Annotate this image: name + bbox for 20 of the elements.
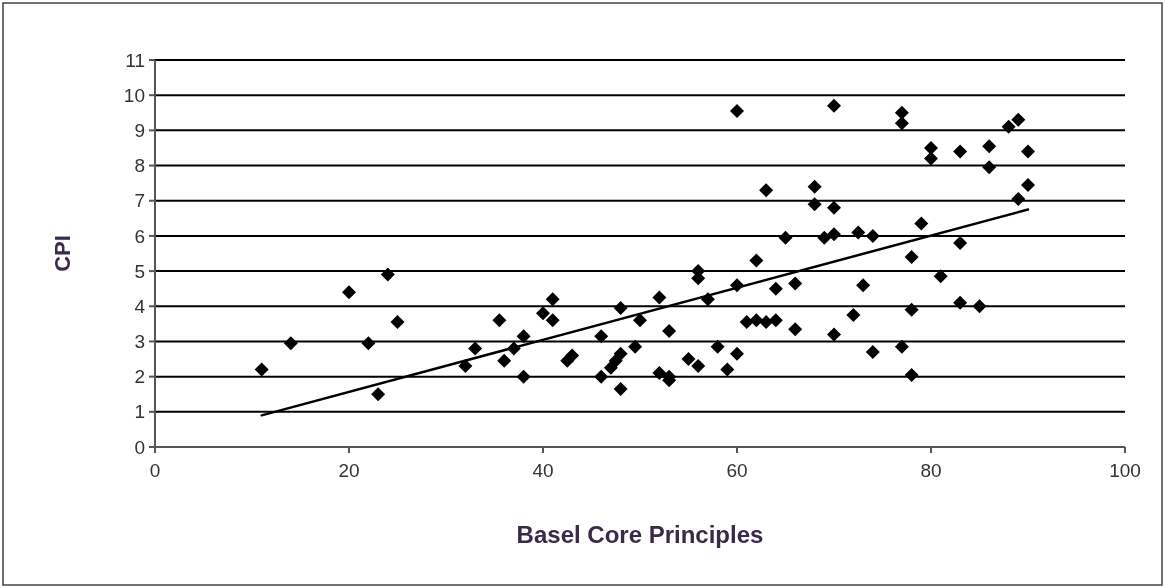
x-tick-label: 20 <box>338 460 360 481</box>
x-tick-label: 0 <box>149 460 161 481</box>
y-tick-label: 7 <box>134 190 145 212</box>
x-tick-label: 40 <box>532 460 554 481</box>
y-tick-label: 0 <box>134 436 145 458</box>
y-tick-label: 11 <box>125 49 145 71</box>
y-tick-label: 8 <box>134 155 145 177</box>
y-tick-label: 2 <box>134 366 145 388</box>
y-tick-label: 4 <box>134 295 146 317</box>
y-tick-label: 1 <box>134 401 145 423</box>
y-tick-label: 6 <box>134 225 145 247</box>
y-axis-title: CPI <box>50 235 75 272</box>
x-axis-title: Basel Core Principles <box>516 521 764 548</box>
x-tick-label: 80 <box>920 460 942 481</box>
y-tick-label: 5 <box>134 260 145 282</box>
x-tick-label: 100 <box>1109 460 1141 481</box>
y-tick-label: 10 <box>123 84 145 106</box>
x-tick-label: 60 <box>726 460 748 481</box>
y-tick-label: 9 <box>134 120 145 142</box>
y-tick-label: 3 <box>134 331 145 353</box>
